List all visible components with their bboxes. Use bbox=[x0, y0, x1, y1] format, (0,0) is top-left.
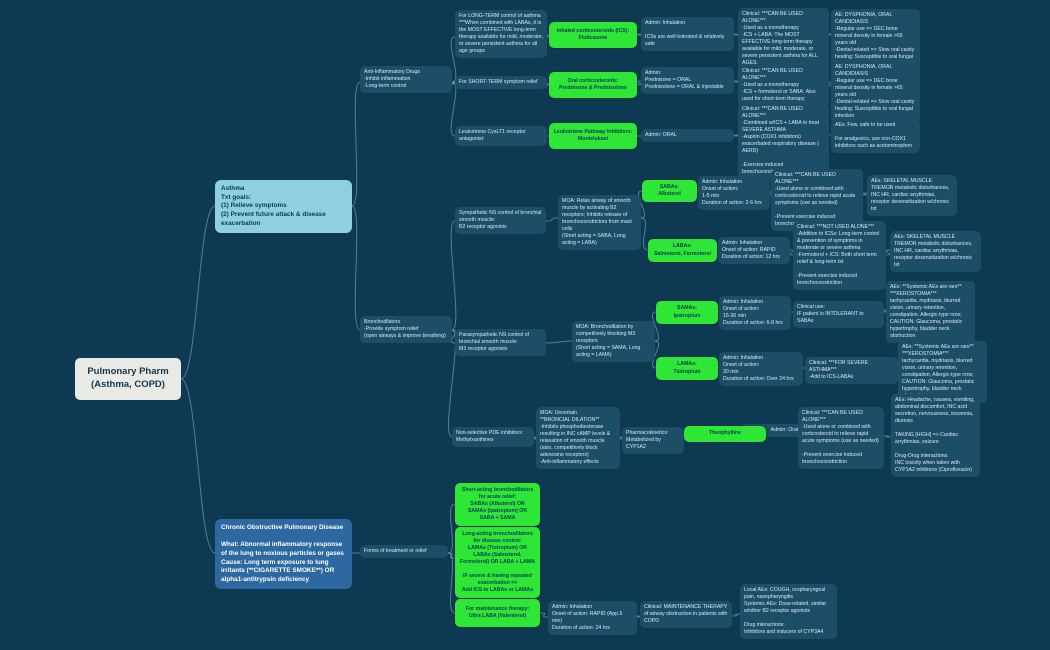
node-oral-steroids-clinical[interactable]: Clinical: ***CAN BE USED ALONE*** -Used … bbox=[738, 65, 829, 107]
connector bbox=[539, 612, 549, 618]
connector bbox=[731, 613, 741, 617]
connector bbox=[651, 311, 660, 342]
connector bbox=[733, 134, 739, 137]
drug-node-ics-fluticasone[interactable]: Inhaled corticosteroids (ICS): Fluticaso… bbox=[549, 22, 637, 48]
node-pde-moa[interactable]: MOA: Uncertain **BRONCIAL DILATION** -In… bbox=[536, 407, 620, 470]
drug-node-montelukast[interactable]: Leukotriene Pathway Inhibitors: Monteluk… bbox=[549, 123, 637, 149]
node-ultra-laba-admin[interactable]: Admin: Inhalation Onset of action: RAPID… bbox=[548, 601, 637, 636]
node-ultra-laba-adverse-effects[interactable]: Local AEs: COUGH, oropharyngeal pain, na… bbox=[740, 584, 837, 640]
connector bbox=[636, 33, 642, 36]
connector bbox=[180, 205, 216, 380]
drug-node-saba-albuterol[interactable]: SABAs: Albuterol bbox=[642, 180, 697, 202]
connector bbox=[885, 249, 891, 256]
node-theophylline-clinical[interactable]: Clinical: ***CAN BE USED ALONE*** -Used … bbox=[798, 407, 884, 470]
node-saba-adverse-effects[interactable]: AEs: SKELETAL MUSCLE TREMOR metabolic di… bbox=[867, 175, 957, 217]
connector bbox=[640, 217, 649, 251]
node-leukotriene-clinical[interactable]: Clinical: ***CAN BE USED ALONE*** -Combi… bbox=[738, 103, 829, 180]
node-bronchodilators[interactable]: Bronchodilators -Provide symptom relief … bbox=[360, 316, 452, 344]
drug-node-laba-salmeterol[interactable]: LABAs: Salmeterol, Formoterol bbox=[648, 239, 717, 262]
connector bbox=[351, 81, 361, 207]
connector bbox=[883, 435, 892, 438]
node-lama-clinical[interactable]: Clinical: ***FOR SEVERE ASTHMA*** -Add t… bbox=[805, 357, 898, 385]
connector bbox=[545, 340, 573, 344]
drug-node-theophylline[interactable]: Theophylline bbox=[684, 426, 766, 442]
connector bbox=[733, 80, 739, 83]
node-sama-clinical[interactable]: Clinical use: IF patient is INTOLERANT t… bbox=[793, 301, 884, 329]
node-oral-steroids-adverse-effects[interactable]: AE: DYSPHONIA, ORAL CANDIDIASIS -Regular… bbox=[831, 61, 920, 124]
drug-node-lama-tiotropium[interactable]: LAMAs: Tiotropium bbox=[656, 357, 718, 380]
node-saba-clinical[interactable]: Clinical: ***CAN BE USED ALONE*** -Used … bbox=[771, 169, 863, 232]
node-sympathetic-b2[interactable]: Sympathetic NS control of bronchial smoo… bbox=[455, 207, 546, 235]
node-lama-admin[interactable]: Admin: Inhalation Onset of action: 30 mi… bbox=[719, 352, 803, 387]
node-sama-adverse-effects[interactable]: AEs: **Systemic AEs are rare** ***XEROST… bbox=[886, 281, 975, 344]
drug-node-sama-ipatropium[interactable]: SAMAs: Ipatropium bbox=[656, 301, 718, 324]
node-laba-adverse-effects[interactable]: AEs: SKELETAL MUSCLE TREMOR metabolic di… bbox=[890, 231, 981, 273]
connector bbox=[351, 205, 361, 331]
connector bbox=[450, 329, 457, 344]
node-leukotriene-desc[interactable]: Leukotriene CysLT1 receptor antagonist: bbox=[455, 126, 547, 147]
node-anti-inflammatory[interactable]: Anti-Inflammatory Drugs -Inhibit inflamm… bbox=[360, 66, 452, 94]
node-copd-treatment-forms[interactable]: Forms of treatment or relief bbox=[360, 545, 448, 559]
node-pde-inhibitors[interactable]: Non-selective PDE inhibitors: Methylxant… bbox=[452, 427, 534, 448]
connector bbox=[545, 217, 559, 222]
drug-node-ultra-laba[interactable]: For maintenance therapy: Ultra LABA (Val… bbox=[455, 599, 540, 627]
node-m3-moa[interactable]: MOA: Bronchodilation by competitively bl… bbox=[572, 321, 655, 363]
node-ics-desc[interactable]: For LONG-TERM control of asthma ***When … bbox=[455, 10, 547, 59]
topic-asthma[interactable]: Asthma Txt goals: (1) Relieve symptoms (… bbox=[215, 180, 352, 234]
node-parasympathetic-m3[interactable]: Parasympathetic NS control of bronchial … bbox=[455, 329, 546, 357]
topic-copd[interactable]: Chronic Obstructive Pulmonary Disease Wh… bbox=[215, 519, 352, 590]
node-pde-pharmacokinetics[interactable]: Pharmacokinetics: Metabolized by CYP1A2 bbox=[622, 427, 684, 455]
connector bbox=[450, 220, 457, 331]
node-theophylline-adverse-effects[interactable]: AEs: Headache, nausea, vomiting, abdomin… bbox=[891, 394, 980, 478]
node-sama-admin[interactable]: Admin: Inhalation Onset of action: 15-30… bbox=[719, 296, 791, 331]
connector bbox=[862, 192, 868, 196]
connector bbox=[450, 36, 457, 83]
connector bbox=[636, 80, 642, 86]
drug-node-copd-short-acting[interactable]: Short-acting bronchodilators for acute r… bbox=[455, 483, 540, 527]
connector bbox=[637, 190, 646, 219]
connector bbox=[733, 33, 739, 36]
node-leukotriene-adverse-effects[interactable]: AEs: Few, safe to be used For analgesics… bbox=[831, 119, 920, 154]
connector bbox=[447, 503, 456, 554]
node-laba-admin[interactable]: Admin: Inhalation Onset of action: RAPID… bbox=[718, 237, 790, 265]
connector bbox=[450, 81, 457, 85]
drug-node-copd-long-acting[interactable]: Long-acting bronchodilators for disease … bbox=[455, 527, 540, 599]
node-ics-clinical[interactable]: Clinical: ***CAN BE USED ALONE*** -Used … bbox=[738, 8, 829, 71]
connector bbox=[450, 81, 457, 137]
connector bbox=[180, 378, 216, 554]
drug-node-prednisone[interactable]: Oral corticosteroids: Prednisone & Predn… bbox=[549, 72, 637, 98]
node-oral-steroids-admin[interactable]: Admin: Prednisone = ORAL Prednisolone = … bbox=[641, 67, 734, 95]
node-leukotriene-admin[interactable]: Admin: ORAL bbox=[641, 129, 734, 143]
node-oral-steroids-desc[interactable]: For SHORT-TERM symptom relief bbox=[455, 76, 547, 90]
node-ics-admin[interactable]: Admin: Inhalation ICSs are well-tolerate… bbox=[641, 17, 734, 52]
connector bbox=[635, 615, 642, 618]
node-saba-admin[interactable]: Admin: Inhalation Onset of action: 1-5 m… bbox=[698, 176, 770, 211]
node-ics-adverse-effects[interactable]: AE: DYSPHONIA, ORAL CANDIDIASIS -Regular… bbox=[831, 9, 920, 72]
node-laba-clinical[interactable]: Clinical: ***NOT USED ALONE*** -Addition… bbox=[793, 221, 886, 291]
node-ultra-laba-clinical[interactable]: Clinical: MAINTENANCE THERAPY of airway … bbox=[640, 601, 732, 629]
connector bbox=[448, 329, 456, 438]
root-node[interactable]: Pulmonary Pharm (Asthma, COPD) bbox=[75, 358, 181, 400]
connector bbox=[447, 552, 456, 614]
node-b2-moa[interactable]: MOA: Relax airway of smooth muscle by ac… bbox=[558, 195, 641, 251]
connector bbox=[651, 340, 660, 369]
connector bbox=[788, 249, 795, 256]
